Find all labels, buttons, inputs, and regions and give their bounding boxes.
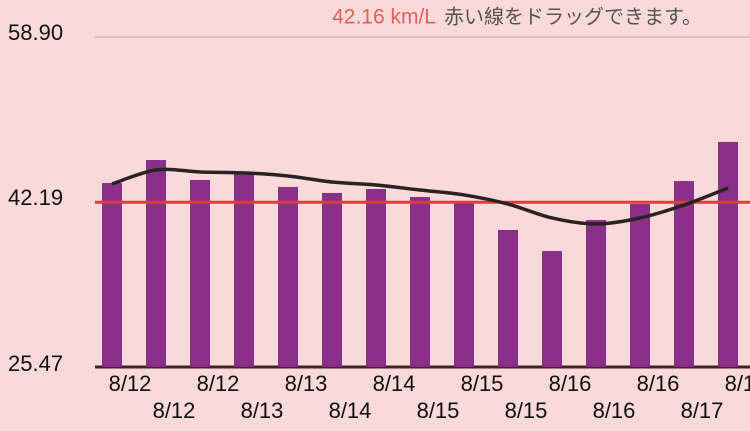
y-tick-label: 58.90	[8, 20, 63, 45]
x-tick-label: 8/14	[329, 398, 372, 423]
y-tick-label: 42.19	[8, 185, 63, 210]
x-tick-label: 8/15	[461, 371, 504, 396]
x-tick-label: 8/17	[725, 371, 750, 396]
x-tick-label: 8/16	[637, 371, 680, 396]
bar	[454, 202, 474, 367]
x-tick-label: 8/13	[241, 398, 284, 423]
bar	[278, 186, 298, 367]
bar	[190, 179, 210, 367]
trend-line	[111, 167, 729, 226]
bar	[498, 229, 518, 367]
x-tick-label: 8/15	[417, 398, 460, 423]
bar	[322, 192, 342, 367]
reference-label: 42.16 km/L	[332, 6, 436, 29]
y-tick-label: 25.47	[8, 351, 63, 376]
x-tick-label: 8/14	[373, 371, 416, 396]
bar	[410, 197, 430, 367]
x-tick-label: 8/12	[197, 371, 240, 396]
x-tick-label: 8/12	[109, 371, 152, 396]
bar	[718, 141, 738, 367]
x-tick-label: 8/16	[593, 398, 636, 423]
bar	[630, 204, 650, 367]
bar	[542, 251, 562, 367]
x-tick-label: 8/15	[505, 398, 548, 423]
hint-text: 赤い線をドラッグできます。	[444, 5, 702, 28]
bar	[102, 182, 122, 367]
x-tick-label: 8/16	[549, 371, 592, 396]
bar	[366, 189, 386, 367]
bar	[674, 181, 694, 367]
x-tick-label: 8/12	[153, 398, 196, 423]
x-tick-label: 8/17	[681, 398, 724, 423]
bar	[234, 171, 254, 367]
x-tick-label: 8/13	[285, 371, 328, 396]
bar	[586, 220, 606, 367]
bar	[146, 159, 166, 367]
